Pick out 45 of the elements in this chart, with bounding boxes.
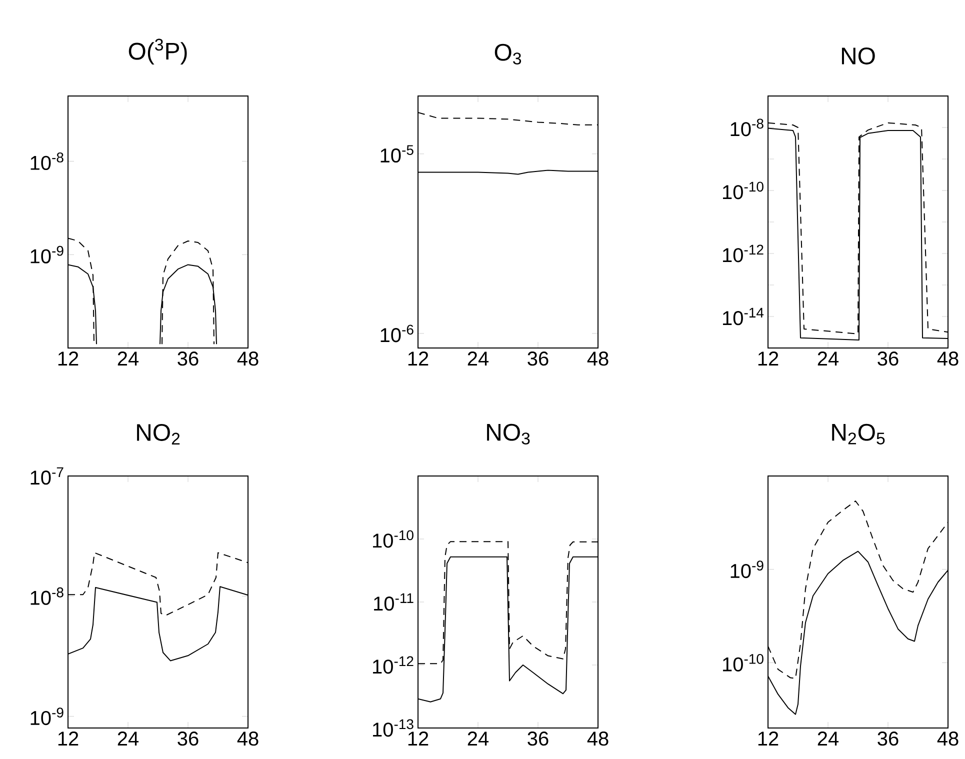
y-tick-label: 10$^{-5}$ bbox=[380, 145, 414, 163]
y-tick-label: 10$^{-10}$ bbox=[373, 530, 414, 548]
x-tick-label: 48 bbox=[237, 732, 258, 746]
chart-title: NO$_{3}$ bbox=[487, 424, 530, 444]
y-tick-label: 10$^{-8}$ bbox=[30, 587, 64, 605]
y-tick-label: 10$^{-8}$ bbox=[730, 118, 764, 136]
x-tick-label: 36 bbox=[878, 352, 898, 366]
x-tick-label: 12 bbox=[58, 732, 78, 746]
x-tick-label: 48 bbox=[937, 732, 958, 746]
chart-title: N$_{2}$O$_{5}$ bbox=[832, 424, 885, 444]
x-tick-label: 36 bbox=[178, 732, 198, 746]
y-tick-label: 10$^{-12}$ bbox=[373, 656, 414, 674]
x-tick-label: 48 bbox=[587, 352, 608, 366]
x-tick-label: 12 bbox=[408, 352, 428, 366]
x-tick-label: 24 bbox=[118, 352, 139, 366]
x-tick-label: 24 bbox=[118, 732, 139, 746]
y-tick-label: 10$^{-9}$ bbox=[730, 560, 764, 578]
x-tick-label: 12 bbox=[758, 352, 778, 366]
y-tick-label: 10$^{-9}$ bbox=[30, 708, 64, 726]
x-tick-label: 24 bbox=[468, 732, 489, 746]
x-tick-label: 24 bbox=[818, 732, 839, 746]
x-tick-label: 36 bbox=[878, 732, 898, 746]
x-tick-label: 48 bbox=[587, 732, 608, 746]
x-tick-label: 24 bbox=[818, 352, 839, 366]
x-tick-label: 12 bbox=[58, 352, 78, 366]
x-tick-label: 24 bbox=[468, 352, 489, 366]
y-tick-label: 10$^{-14}$ bbox=[723, 308, 764, 326]
x-tick-label: 36 bbox=[528, 352, 548, 366]
chart-title: O($^{3}$P) bbox=[128, 38, 187, 64]
y-tick-label: 10$^{-6}$ bbox=[380, 324, 414, 342]
y-tick-label: 10$^{-10}$ bbox=[723, 182, 764, 200]
y-tick-label: 10$^{-10}$ bbox=[723, 654, 764, 672]
chart-title: NO bbox=[842, 47, 875, 64]
y-tick-label: 10$^{-7}$ bbox=[30, 467, 64, 485]
x-tick-label: 48 bbox=[237, 352, 258, 366]
y-tick-label: 10$^{-12}$ bbox=[723, 244, 764, 262]
x-tick-label: 36 bbox=[178, 352, 198, 366]
y-tick-label: 10$^{-9}$ bbox=[30, 246, 64, 264]
y-tick-label: 10$^{-8}$ bbox=[30, 152, 64, 170]
x-tick-label: 12 bbox=[758, 732, 778, 746]
chart-title: NO$_{2}$ bbox=[137, 424, 180, 444]
x-tick-label: 48 bbox=[937, 352, 958, 366]
y-tick-label: 10$^{-11}$ bbox=[374, 593, 414, 611]
chart-title: O$_{3}$ bbox=[494, 44, 522, 64]
x-tick-label: 36 bbox=[528, 732, 548, 746]
